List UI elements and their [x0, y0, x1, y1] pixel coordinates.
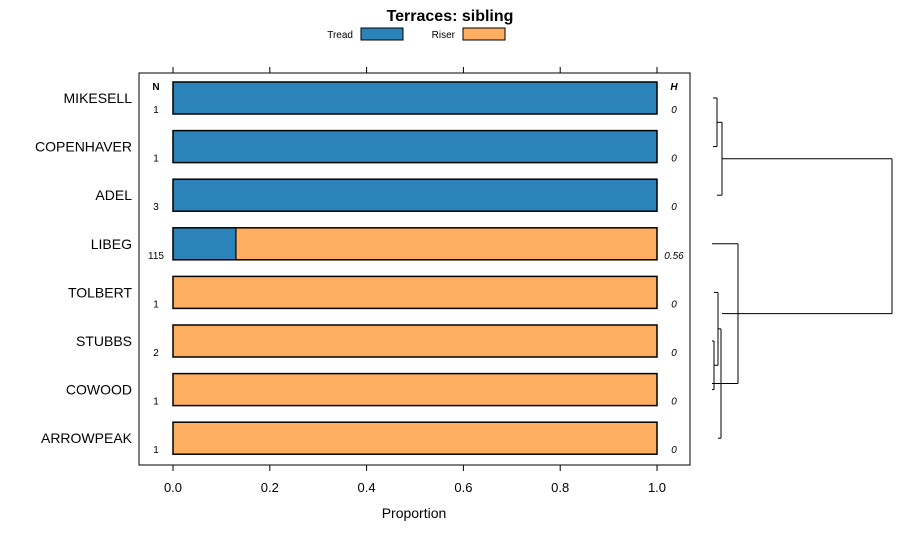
bar-row-adel: ADEL 3 0 — [95, 178, 677, 213]
n-value-adel: 3 — [153, 202, 159, 213]
bar-segment-tread-mikesell — [173, 82, 657, 114]
n-value-mikesell: 1 — [153, 105, 159, 116]
legend: Tread Riser — [327, 27, 506, 41]
bar-outline-stubbs — [172, 324, 658, 358]
bar-segment-riser-tolbert — [173, 276, 657, 309]
bar-outline-libeg — [172, 227, 658, 261]
category-label-cowood: COWOOD — [66, 382, 132, 398]
legend-label-riser: Riser — [432, 30, 456, 41]
category-label-tolbert: TOLBERT — [68, 284, 133, 300]
category-label-copenhaver: COPENHAVER — [35, 139, 132, 155]
bar-outline-copenhaver — [172, 129, 658, 164]
x-tick-label: 0.4 — [358, 480, 376, 495]
bar-outline-arrowpeak — [172, 421, 658, 455]
x-tick-label: 1.0 — [648, 480, 666, 495]
h-value-copenhaver: 0 — [671, 154, 677, 165]
n-value-arrowpeak: 1 — [153, 445, 159, 456]
bars-layer: MIKESELL 1 0 COPENHAVER 1 0 ADEL 3 0 LIBEG 115 0.56… — [35, 81, 684, 456]
bar-segment-tread-adel — [173, 179, 657, 212]
x-tick-label: 0.2 — [261, 480, 279, 495]
bar-row-stubbs: STUBBS 2 0 — [76, 324, 677, 359]
legend-swatch-tread — [360, 27, 404, 41]
x-tick-label: 0.8 — [551, 480, 569, 495]
plot-frame — [138, 72, 691, 466]
h-value-mikesell: 0 — [671, 105, 677, 116]
legend-label-tread: Tread — [327, 30, 353, 41]
bar-row-copenhaver: COPENHAVER 1 0 — [35, 129, 677, 165]
bar-outline-cowood — [172, 372, 658, 407]
n-value-libeg: 115 — [148, 251, 164, 262]
n-value-cowood: 1 — [153, 397, 159, 408]
bar-segment-riser-arrowpeak — [173, 422, 657, 455]
n-value-tolbert: 1 — [153, 299, 159, 310]
category-label-arrowpeak: ARROWPEAK — [41, 430, 133, 446]
dendrogram — [712, 97, 893, 439]
h-value-tolbert: 0 — [671, 299, 677, 310]
bar-segment-riser-stubbs — [173, 325, 657, 357]
n-value-stubbs: 2 — [153, 348, 159, 359]
h-value-cowood: 0 — [671, 397, 677, 408]
n-column-header: N — [152, 82, 159, 93]
x-axis-label: Proportion — [382, 505, 447, 521]
bar-row-cowood: COWOOD 1 0 — [66, 372, 677, 408]
category-label-libeg: LIBEG — [91, 236, 132, 252]
category-label-mikesell: MIKESELL — [64, 90, 133, 106]
bar-row-libeg: LIBEG 115 0.56 — [91, 227, 684, 262]
x-tick-label: 0.6 — [454, 480, 472, 495]
bar-row-arrowpeak: ARROWPEAK 1 0 — [41, 421, 677, 456]
bar-outline-mikesell — [172, 81, 658, 115]
bar-segment-tread-libeg — [173, 227, 236, 260]
x-tick-label: 0.0 — [164, 480, 182, 495]
h-value-arrowpeak: 0 — [671, 445, 677, 456]
bar-segment-riser-libeg — [235, 227, 658, 260]
bar-segment-tread-copenhaver — [173, 130, 657, 163]
bar-row-mikesell: MIKESELL 1 0 — [64, 81, 677, 116]
category-label-stubbs: STUBBS — [76, 333, 132, 349]
h-column-header: H — [670, 82, 678, 93]
bar-outline-adel — [172, 178, 658, 212]
category-label-adel: ADEL — [95, 187, 132, 203]
bar-outline-tolbert — [172, 275, 658, 310]
bar-row-tolbert: TOLBERT 1 0 — [68, 275, 677, 310]
n-value-copenhaver: 1 — [153, 154, 159, 165]
h-value-adel: 0 — [671, 202, 677, 213]
bar-segment-riser-cowood — [173, 373, 657, 406]
x-axis: 0.0 0.2 0.4 0.6 0.8 1.0 — [164, 67, 666, 495]
h-value-libeg: 0.56 — [664, 251, 684, 262]
chart-title: Terraces: sibling — [387, 8, 514, 25]
legend-swatch-riser — [462, 27, 506, 41]
h-value-stubbs: 0 — [671, 348, 677, 359]
